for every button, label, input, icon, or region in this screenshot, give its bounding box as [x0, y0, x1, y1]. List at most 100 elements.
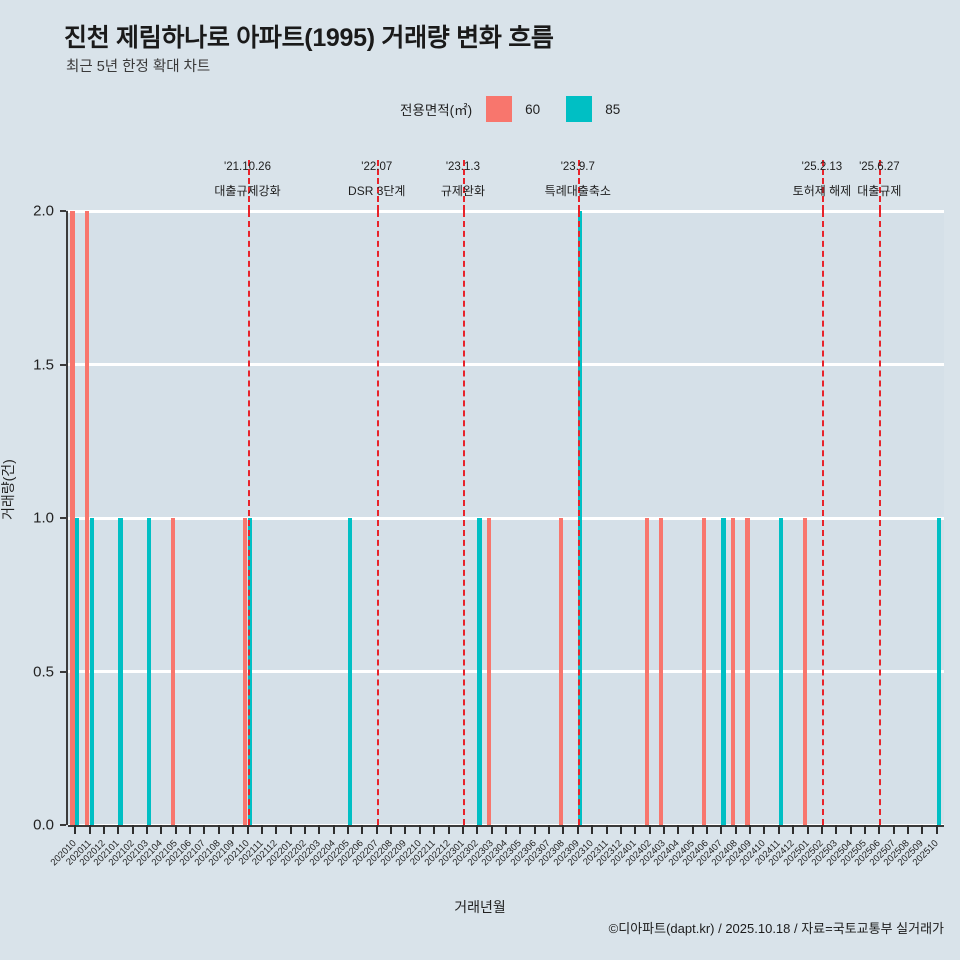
- y-tick-label: 1.5: [33, 356, 54, 373]
- bar-60-202010[interactable]: [70, 211, 75, 825]
- x-axis-title: 거래년월: [454, 899, 506, 915]
- x-tick-mark: [461, 825, 464, 834]
- x-tick-mark: [835, 825, 838, 834]
- bar-60-202308[interactable]: [558, 518, 563, 825]
- x-tick-mark: [303, 825, 306, 834]
- bar-60-202110[interactable]: [242, 518, 247, 825]
- gridline: [68, 209, 944, 213]
- event-line-202502: [821, 211, 824, 825]
- legend-item-60[interactable]: 60: [486, 96, 566, 122]
- event-desc-202301: 규제완화: [440, 184, 485, 198]
- bar-85-202101[interactable]: [118, 518, 123, 825]
- x-tick-mark: [433, 825, 436, 834]
- x-tick-mark: [375, 825, 378, 834]
- x-tick-mark: [275, 825, 278, 834]
- x-tick-mark: [74, 825, 77, 834]
- event-line-202309: [577, 211, 580, 825]
- x-tick-mark: [533, 825, 536, 834]
- x-tick-mark: [892, 825, 895, 834]
- y-axis-title: 거래량(건): [0, 459, 16, 520]
- event-date-202506: '25.6.27: [859, 161, 900, 173]
- x-tick-mark: [849, 825, 852, 834]
- bar-85-202103[interactable]: [146, 518, 152, 825]
- event-line-extension-202110: [247, 160, 250, 211]
- y-tick-mark: [60, 670, 66, 673]
- x-tick-mark: [174, 825, 177, 834]
- bar-85-202010[interactable]: [75, 518, 80, 825]
- bar-85-202407[interactable]: [721, 518, 726, 825]
- event-line-202207: [376, 211, 379, 825]
- event-line-extension-202309: [577, 160, 580, 211]
- footer-credit: ©디아파트(dapt.kr) / 2025.10.18 / 자료=국토교통부 실…: [608, 921, 944, 936]
- x-tick-mark: [935, 825, 938, 834]
- x-tick-mark: [117, 825, 120, 834]
- gridline: [68, 670, 944, 673]
- y-tick-mark: [60, 517, 66, 519]
- y-tick-label: 0.5: [33, 663, 54, 680]
- bar-60-202501[interactable]: [802, 518, 807, 825]
- x-tick-mark: [921, 825, 924, 834]
- bar-85-202011[interactable]: [89, 518, 94, 825]
- x-tick-mark: [232, 825, 235, 834]
- y-axis-line: [66, 211, 68, 825]
- bar-85-202205[interactable]: [348, 518, 353, 825]
- x-tick-mark: [548, 825, 551, 834]
- event-line-extension-202207: [376, 160, 379, 211]
- legend-label-85: 85: [605, 101, 621, 117]
- bar-85-202510[interactable]: [936, 518, 942, 825]
- x-tick-mark: [189, 825, 192, 834]
- x-tick-mark: [907, 825, 910, 834]
- x-tick-mark: [605, 825, 608, 834]
- bar-60-202303[interactable]: [486, 518, 492, 825]
- x-tick-mark: [662, 825, 665, 834]
- x-tick-mark: [720, 825, 723, 834]
- x-tick-mark: [734, 825, 737, 834]
- x-tick-mark: [519, 825, 522, 834]
- x-tick-mark: [864, 825, 867, 834]
- event-line-extension-202301: [462, 160, 465, 211]
- bar-85-202110[interactable]: [247, 518, 252, 825]
- bar-60-202408[interactable]: [730, 518, 736, 825]
- x-tick-mark: [591, 825, 594, 834]
- bar-85-202302[interactable]: [477, 518, 482, 825]
- gridline: [68, 516, 944, 520]
- x-tick-mark: [677, 825, 680, 834]
- bar-60-202105[interactable]: [170, 518, 176, 825]
- x-tick-mark: [749, 825, 752, 834]
- x-tick-mark: [619, 825, 622, 834]
- bar-85-202411[interactable]: [778, 518, 784, 825]
- legend-title: 전용면적(㎡): [400, 103, 473, 118]
- bar-60-202406[interactable]: [702, 518, 707, 825]
- event-date-202207: '22.07: [361, 161, 393, 173]
- x-tick-mark: [145, 825, 148, 834]
- x-tick-mark: [418, 825, 421, 834]
- legend-swatch-85: [566, 96, 593, 122]
- bar-60-202409[interactable]: [745, 518, 750, 825]
- bar-85-202309[interactable]: [577, 211, 583, 825]
- x-tick-mark: [706, 825, 709, 834]
- bar-60-202402[interactable]: [644, 518, 649, 825]
- x-tick-mark: [763, 825, 766, 834]
- event-desc-202110: 대출규제강화: [214, 184, 281, 198]
- event-line-202506: [879, 211, 882, 825]
- x-tick-mark: [476, 825, 479, 834]
- bar-60-202011[interactable]: [84, 211, 89, 825]
- x-tick-mark: [792, 825, 795, 834]
- legend-item-85[interactable]: 85: [566, 96, 646, 122]
- x-tick-mark: [217, 825, 220, 834]
- event-desc-202502: 토허제 해제: [792, 184, 852, 198]
- x-tick-mark: [878, 825, 881, 834]
- event-line-202301: [462, 211, 465, 825]
- page-subtitle: 최근 5년 한정 확대 차트: [66, 59, 211, 75]
- x-tick-mark: [648, 825, 651, 834]
- bar-60-202403[interactable]: [659, 518, 664, 825]
- x-tick-mark: [634, 825, 637, 834]
- event-date-202301: '23.1.3: [445, 161, 480, 173]
- x-tick-mark: [447, 825, 450, 834]
- x-tick-mark: [361, 825, 364, 834]
- y-tick-mark: [60, 363, 66, 366]
- plot-area: [68, 209, 944, 827]
- x-tick-mark: [347, 825, 350, 834]
- x-tick-mark: [404, 825, 407, 834]
- x-tick-mark: [490, 825, 493, 834]
